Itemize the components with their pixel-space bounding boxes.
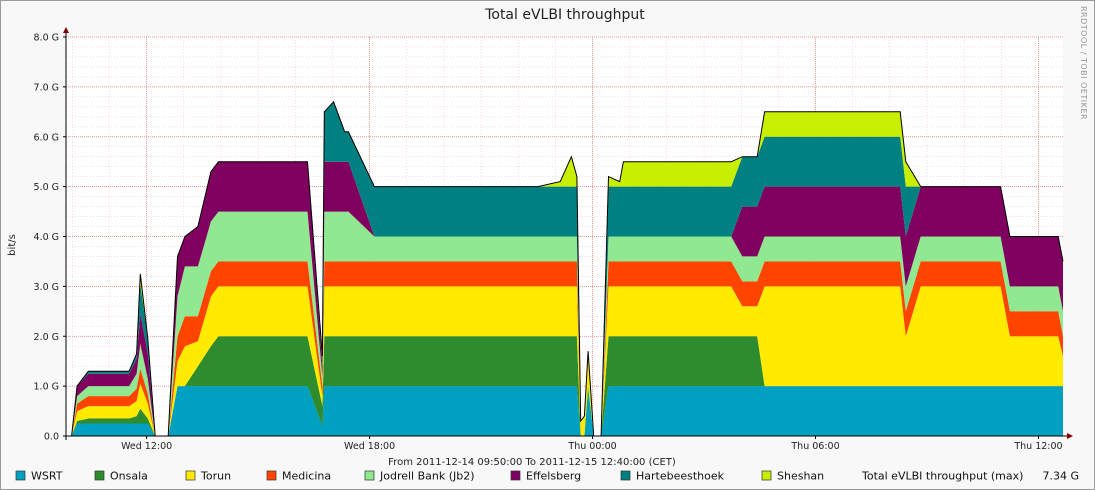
legend-swatch: [510, 470, 521, 481]
legend-total-value: 7.34 G: [1042, 470, 1079, 483]
legend-swatch: [761, 470, 772, 481]
legend-label: Jodrell Bank (Jb2): [379, 470, 475, 483]
y-tick-label: 3.0 G: [34, 282, 60, 293]
legend-swatch: [620, 470, 631, 481]
area-series-4: [66, 211, 1063, 436]
y-tick-label: 0.0: [44, 432, 59, 443]
legend-total-label: Total eVLBI throughput (max): [861, 470, 1023, 483]
stacked-areas: [66, 100, 1064, 437]
x-axis-arrow: [1067, 433, 1073, 439]
legend-label: Onsala: [110, 470, 148, 483]
x-tick-label: Thu 12:00: [1013, 441, 1062, 452]
legend-label: Hartebeesthoek: [636, 470, 725, 483]
area-series-3: [66, 261, 1063, 436]
y-tick-label: 8.0 G: [34, 33, 60, 44]
y-axis-label: bit/s: [7, 234, 18, 256]
legend-label: Effelsberg: [526, 470, 581, 483]
time-range-label: From 2011-12-14 09:50:00 To 2011-12-15 1…: [388, 457, 676, 468]
legend-swatch: [94, 470, 105, 481]
legend: WSRT Onsala Torun Medicina Jodrell Bank (Jb2…: [15, 470, 1079, 483]
legend-swatch: [266, 470, 277, 481]
legend-swatch: [185, 470, 196, 481]
legend-label: WSRT: [31, 470, 63, 483]
y-tick-label: 6.0 G: [34, 132, 60, 143]
rrdtool-watermark: RRDTOOL / TOBI OETIKER: [1079, 6, 1088, 120]
area-series-2: [66, 286, 1063, 436]
y-axis-arrow: [63, 27, 69, 33]
x-tick-label: Wed 12:00: [121, 441, 172, 452]
area-series-6: [66, 101, 1063, 437]
total-line: [66, 100, 1064, 437]
y-tick-label: 4.0 G: [34, 232, 60, 243]
x-tick-label: Thu 00:00: [567, 441, 616, 452]
axes: 0.0 1.0 G 2.0 G 3.0 G 4.0 G 5.0 G 6.0 G 7.0 G 8.…: [34, 27, 1073, 452]
x-tick-label: Wed 18:00: [344, 441, 395, 452]
area-series-0: [66, 386, 1063, 436]
y-tick-label: 2.0 G: [34, 332, 60, 343]
legend-label: Sheshan: [777, 470, 824, 483]
legend-swatch: [364, 470, 375, 481]
legend-swatch: [15, 470, 26, 481]
area-series-5: [66, 161, 1063, 436]
legend-label: Medicina: [282, 470, 331, 483]
chart-title: Total eVLBI throughput: [484, 7, 645, 23]
area-series-1: [66, 336, 1063, 436]
legend-label: Torun: [200, 470, 231, 483]
y-tick-label: 5.0 G: [34, 182, 60, 193]
y-tick-label: 7.0 G: [34, 82, 60, 93]
y-tick-label: 1.0 G: [34, 382, 60, 393]
x-tick-label: Thu 06:00: [790, 441, 839, 452]
